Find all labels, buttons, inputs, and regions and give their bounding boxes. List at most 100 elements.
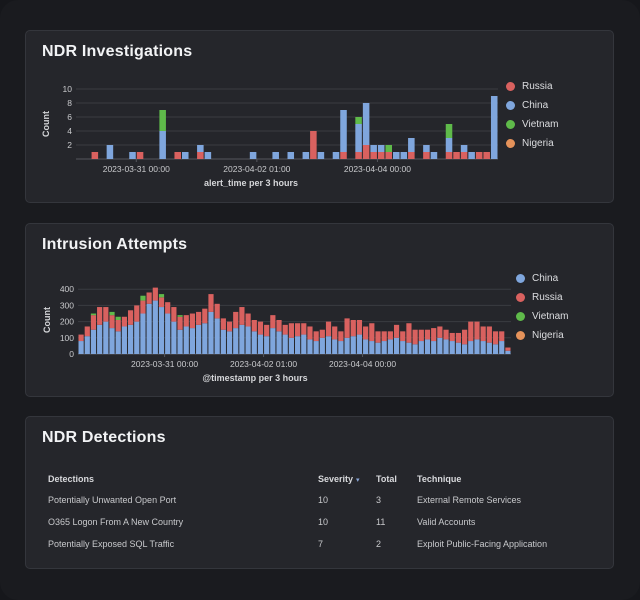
bar-segment-russia[interactable] (307, 326, 313, 340)
bar-segment-china[interactable] (257, 334, 264, 354)
legend-item[interactable]: Nigeria (516, 326, 569, 345)
bar-segment-russia[interactable] (344, 318, 350, 338)
legend-item[interactable]: Russia (516, 288, 569, 307)
bar-segment-russia[interactable] (109, 315, 115, 329)
bar-segment-china[interactable] (97, 324, 103, 354)
bar-segment-china[interactable] (245, 326, 251, 354)
bar-segment-china[interactable] (468, 341, 474, 354)
bar-segment-russia[interactable] (158, 297, 165, 308)
bar-segment-russia[interactable] (313, 331, 319, 342)
bar-segment-china[interactable] (400, 341, 406, 354)
bar-segment-china[interactable] (301, 334, 307, 354)
bar-segment-russia[interactable] (282, 324, 288, 335)
bar-segment-china[interactable] (152, 300, 158, 354)
bar-segment-russia[interactable] (276, 320, 282, 332)
bar-segment-russia[interactable] (375, 331, 381, 343)
bar-segment-russia[interactable] (91, 152, 99, 159)
bar-segment-russia[interactable] (239, 307, 245, 325)
bar-segment-china[interactable] (106, 145, 114, 159)
bar-segment-russia[interactable] (369, 323, 375, 342)
bar-segment-china[interactable] (196, 324, 202, 354)
bar-segment-russia[interactable] (136, 152, 144, 159)
bar-segment-russia[interactable] (338, 331, 344, 342)
legend-item[interactable]: Vietnam (506, 115, 559, 134)
bar-segment-russia[interactable] (208, 294, 214, 312)
bar-segment-russia[interactable] (78, 334, 84, 342)
bar-segment-china[interactable] (486, 342, 492, 354)
bar-segment-russia[interactable] (355, 152, 362, 159)
bar-segment-china[interactable] (264, 336, 270, 354)
bar-segment-china[interactable] (270, 328, 276, 354)
bar-segment-china[interactable] (109, 328, 115, 354)
bar-segment-russia[interactable] (431, 328, 437, 342)
bar-segment-russia[interactable] (214, 303, 220, 319)
bar-segment-russia[interactable] (381, 331, 387, 342)
bar-segment-russia[interactable] (103, 307, 109, 322)
bar-segment-china[interactable] (480, 341, 486, 354)
bar-segment-china[interactable] (302, 152, 310, 159)
bar-segment-russia[interactable] (475, 152, 483, 159)
bar-segment-russia[interactable] (460, 152, 468, 159)
bar-segment-russia[interactable] (332, 326, 338, 340)
bar-segment-russia[interactable] (301, 323, 307, 335)
bar-segment-china[interactable] (363, 339, 369, 354)
bar-segment-china[interactable] (377, 145, 385, 152)
legend-item[interactable]: Vietnam (516, 307, 569, 326)
bar-segment-russia[interactable] (165, 302, 171, 314)
bar-segment-russia[interactable] (146, 292, 152, 304)
bar-segment-vietnam[interactable] (109, 311, 115, 316)
bar-segment-china[interactable] (214, 318, 220, 354)
bar-segment-russia[interactable] (468, 321, 474, 342)
bar-segment-china[interactable] (455, 342, 462, 354)
bar-segment-china[interactable] (197, 145, 204, 152)
bar-segment-china[interactable] (177, 329, 183, 354)
bar-segment-russia[interactable] (226, 321, 233, 332)
bar-segment-china[interactable] (362, 103, 370, 145)
column-header-technique[interactable]: Technique (417, 474, 462, 484)
bar-segment-china[interactable] (344, 337, 350, 354)
bar-segment-china[interactable] (370, 145, 377, 152)
legend-item[interactable]: Russia (506, 77, 559, 96)
bar-segment-china[interactable] (424, 339, 431, 354)
bar-segment-china[interactable] (332, 339, 338, 354)
bar-segment-china[interactable] (251, 331, 257, 354)
bar-segment-russia[interactable] (370, 152, 377, 159)
bar-segment-china[interactable] (317, 152, 325, 159)
bar-segment-russia[interactable] (177, 316, 183, 330)
bar-segment-china[interactable] (158, 307, 165, 354)
bar-segment-china[interactable] (462, 344, 468, 354)
bar-segment-russia[interactable] (385, 152, 392, 159)
bar-segment-china[interactable] (146, 303, 152, 354)
bar-segment-russia[interactable] (174, 152, 181, 159)
bar-segment-china[interactable] (356, 334, 363, 354)
bar-segment-russia[interactable] (492, 331, 499, 345)
bar-segment-china[interactable] (134, 321, 140, 354)
bar-segment-russia[interactable] (202, 308, 208, 324)
bar-segment-china[interactable] (319, 337, 325, 354)
bar-segment-russia[interactable] (115, 320, 121, 332)
bar-segment-china[interactable] (369, 341, 375, 354)
legend-item[interactable]: Nigeria (506, 134, 559, 153)
bar-segment-china[interactable] (129, 152, 136, 159)
bar-segment-china[interactable] (350, 336, 356, 354)
bar-segment-russia[interactable] (445, 152, 453, 159)
bar-segment-china[interactable] (406, 342, 412, 354)
bar-segment-china[interactable] (127, 324, 134, 354)
bar-segment-russia[interactable] (310, 131, 317, 159)
bar-segment-russia[interactable] (251, 320, 257, 332)
bar-segment-china[interactable] (313, 341, 319, 354)
bar-segment-vietnam[interactable] (445, 124, 453, 138)
bar-segment-vietnam[interactable] (159, 110, 166, 131)
bar-segment-russia[interactable] (412, 329, 418, 345)
legend-item[interactable]: China (516, 269, 569, 288)
bar-segment-china[interactable] (412, 344, 418, 354)
bar-segment-china[interactable] (103, 321, 109, 354)
bar-segment-china[interactable] (445, 138, 453, 152)
bar-segment-china[interactable] (381, 341, 387, 354)
bar-segment-russia[interactable] (424, 329, 431, 340)
bar-segment-russia[interactable] (233, 311, 239, 329)
bar-segment-russia[interactable] (363, 326, 369, 340)
legend-item[interactable]: China (506, 96, 559, 115)
bar-segment-china[interactable] (307, 339, 313, 354)
bar-segment-russia[interactable] (474, 321, 480, 340)
